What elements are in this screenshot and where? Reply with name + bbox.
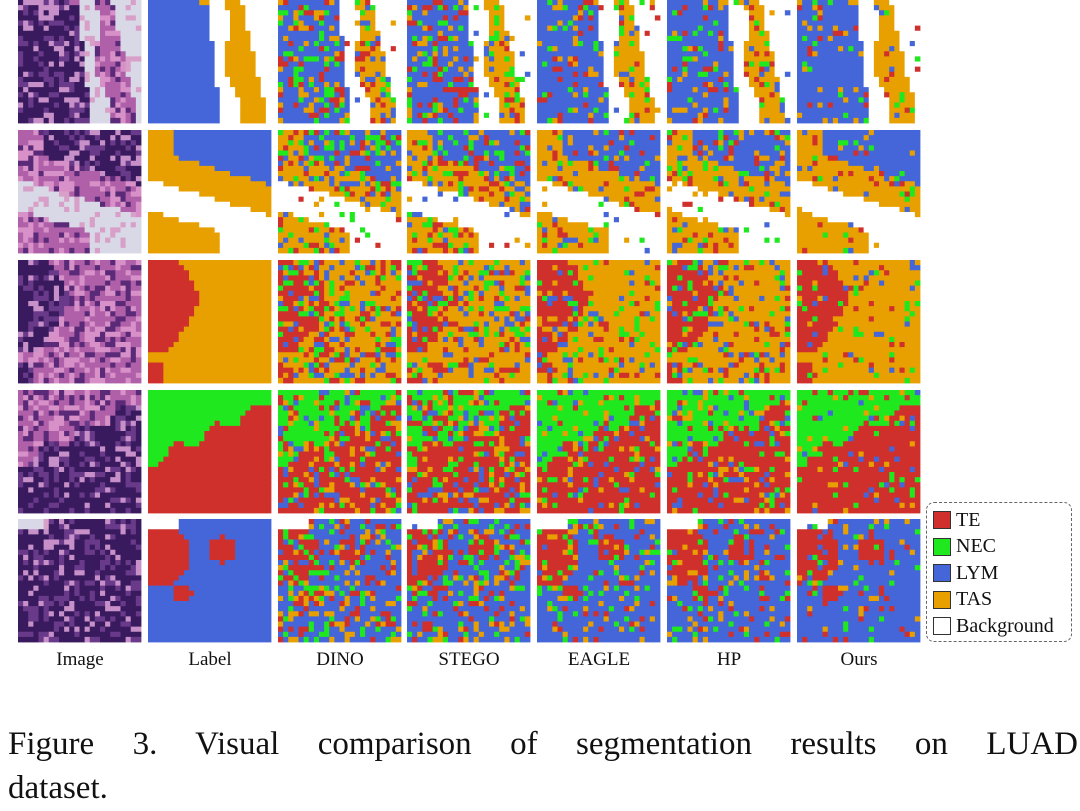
column-label-eagle: EAGLE [537,649,661,671]
segmentation-map-stego-row-4 [407,390,531,514]
segmentation-map-eagle-row-4 [537,390,661,514]
column-label-stego: STEGO [407,649,531,671]
segmentation-map-dino-row-2 [278,130,402,254]
legend-item-lym: LYM [933,560,1071,587]
segmentation-map-dino-row-1 [278,0,402,124]
figure-caption-continued: dataset. [8,766,108,810]
legend-swatch [933,617,951,636]
segmentation-map-label-row-1 [148,0,272,124]
segmentation-grid [18,0,921,643]
segmentation-map-label-row-4 [148,390,272,514]
segmentation-map-dino-row-5 [278,519,402,643]
legend-label: Background [956,615,1054,638]
legend-swatch [933,590,951,609]
segmentation-map-dino-row-4 [278,390,402,514]
tissue-image-row-5 [18,519,142,643]
segmentation-map-hp-row-5 [667,519,791,643]
segmentation-map-hp-row-4 [667,390,791,514]
segmentation-map-ours-row-4 [797,390,921,514]
segmentation-map-ours-row-3 [797,260,921,384]
segmentation-map-label-row-2 [148,130,272,254]
segmentation-map-eagle-row-2 [537,130,661,254]
tissue-image-row-2 [18,130,142,254]
segmentation-map-eagle-row-5 [537,519,661,643]
figure-caption: Figure 3. Visual comparison of segmentat… [8,722,1078,766]
tissue-image-row-1 [18,0,142,124]
segmentation-map-stego-row-2 [407,130,531,254]
segmentation-map-hp-row-3 [667,260,791,384]
column-label-hp: HP [667,649,791,671]
tissue-image-row-4 [18,390,142,514]
segmentation-map-hp-row-2 [667,130,791,254]
legend-swatch [933,564,951,583]
segmentation-map-label-row-3 [148,260,272,384]
tissue-image-row-3 [18,260,142,384]
segmentation-map-eagle-row-1 [537,0,661,124]
legend: TE NEC LYM TAS Background [926,502,1072,642]
column-label-image: Image [18,649,142,671]
legend-swatch [933,537,951,556]
legend-label: TAS [956,588,992,611]
segmentation-map-stego-row-1 [407,0,531,124]
column-label-dino: DINO [278,649,402,671]
segmentation-map-stego-row-3 [407,260,531,384]
segmentation-map-ours-row-2 [797,130,921,254]
legend-item-background: Background [933,613,1071,640]
legend-item-tas: TAS [933,587,1071,614]
legend-label: TE [956,509,980,532]
legend-label: NEC [956,535,996,558]
segmentation-map-eagle-row-3 [537,260,661,384]
segmentation-map-label-row-5 [148,519,272,643]
legend-item-te: TE [933,507,1071,534]
segmentation-map-dino-row-3 [278,260,402,384]
column-label-label: Label [148,649,272,671]
column-label-ours: Ours [797,649,921,671]
segmentation-map-hp-row-1 [667,0,791,124]
segmentation-map-ours-row-1 [797,0,921,124]
legend-item-nec: NEC [933,534,1071,561]
legend-label: LYM [956,562,998,585]
segmentation-map-stego-row-5 [407,519,531,643]
segmentation-map-ours-row-5 [797,519,921,643]
legend-swatch [933,511,951,530]
